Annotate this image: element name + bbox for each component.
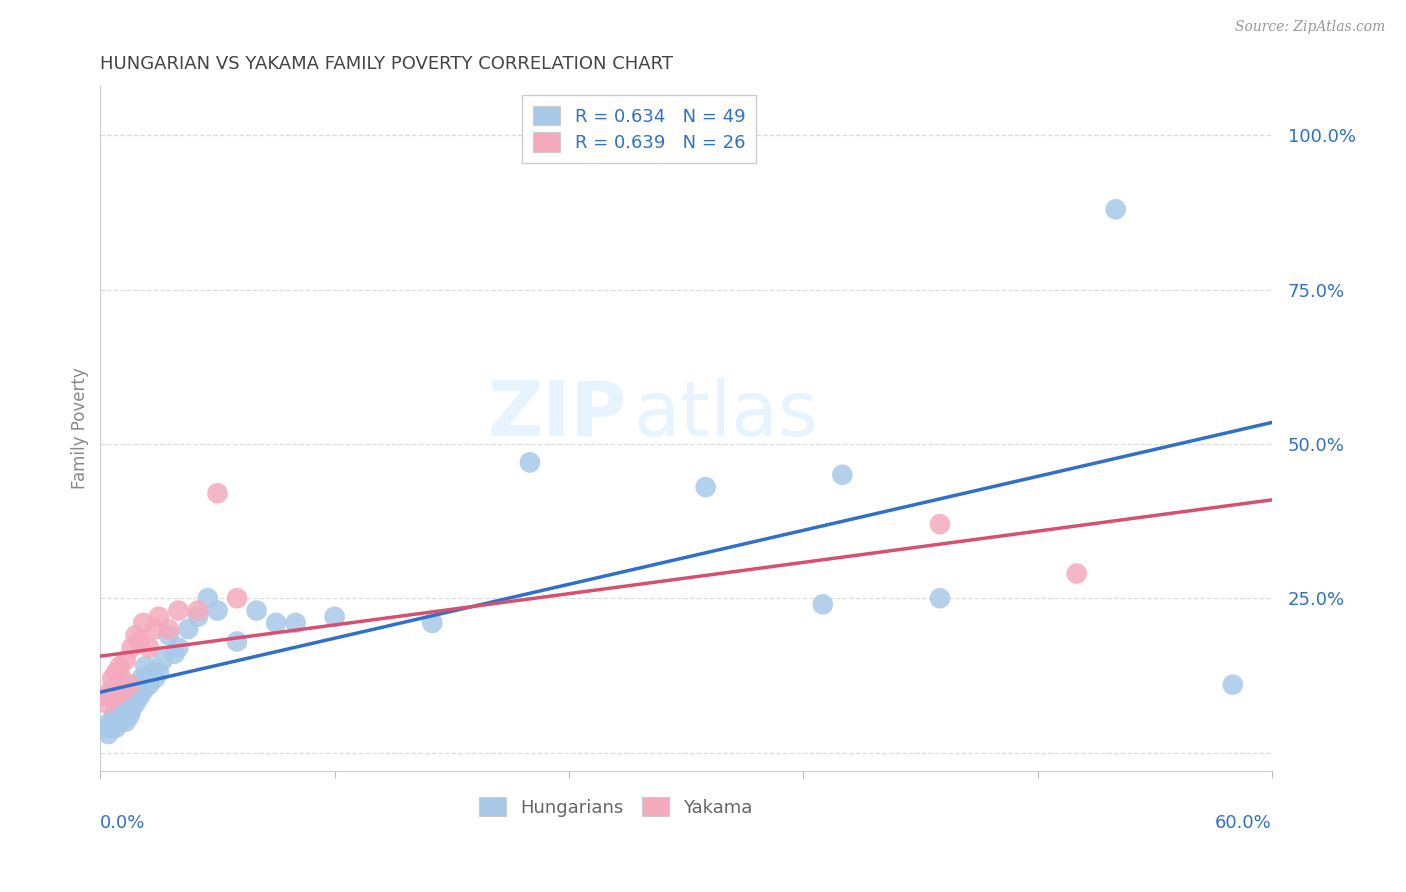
Point xyxy=(128,690,150,704)
Point xyxy=(117,696,139,710)
Point xyxy=(167,603,190,617)
Point xyxy=(111,708,134,723)
Point xyxy=(167,640,190,655)
Point xyxy=(97,727,120,741)
Point xyxy=(226,634,249,648)
Point xyxy=(1222,678,1244,692)
Point xyxy=(177,622,200,636)
Point xyxy=(420,615,443,630)
Point xyxy=(127,678,149,692)
Point xyxy=(104,721,127,735)
Text: HUNGARIAN VS YAKAMA FAMILY POVERTY CORRELATION CHART: HUNGARIAN VS YAKAMA FAMILY POVERTY CORRE… xyxy=(100,55,673,73)
Text: 60.0%: 60.0% xyxy=(1215,814,1272,832)
Point xyxy=(112,702,135,716)
Point xyxy=(121,640,143,655)
Point xyxy=(157,628,180,642)
Point xyxy=(107,678,129,692)
Point xyxy=(148,665,170,680)
Text: atlas: atlas xyxy=(633,377,818,451)
Point xyxy=(1105,202,1128,217)
Point xyxy=(122,683,145,698)
Point xyxy=(929,591,952,606)
Point xyxy=(264,615,287,630)
Point xyxy=(695,480,717,494)
Point xyxy=(138,678,160,692)
Point xyxy=(118,708,141,723)
Point xyxy=(148,609,170,624)
Point xyxy=(197,591,219,606)
Point xyxy=(132,615,155,630)
Text: Source: ZipAtlas.com: Source: ZipAtlas.com xyxy=(1234,20,1385,34)
Point xyxy=(152,653,174,667)
Text: 0.0%: 0.0% xyxy=(100,814,146,832)
Point xyxy=(118,678,141,692)
Point xyxy=(114,714,136,729)
Point xyxy=(124,696,146,710)
Point xyxy=(108,714,131,729)
Point xyxy=(811,598,834,612)
Point xyxy=(131,672,153,686)
Point xyxy=(134,659,156,673)
Point xyxy=(104,714,127,729)
Point xyxy=(103,690,125,704)
Point xyxy=(96,721,118,735)
Point xyxy=(112,683,135,698)
Point xyxy=(142,665,165,680)
Point xyxy=(187,603,209,617)
Point xyxy=(124,628,146,642)
Point xyxy=(226,591,249,606)
Point xyxy=(157,622,180,636)
Point xyxy=(98,714,121,729)
Text: ZIP: ZIP xyxy=(488,377,627,451)
Point xyxy=(101,672,124,686)
Point xyxy=(323,609,346,624)
Point xyxy=(245,603,267,617)
Point xyxy=(96,696,118,710)
Point xyxy=(207,486,229,500)
Point xyxy=(519,455,541,469)
Point xyxy=(1066,566,1088,581)
Point xyxy=(831,467,853,482)
Point xyxy=(207,603,229,617)
Legend: Hungarians, Yakama: Hungarians, Yakama xyxy=(472,789,759,823)
Point xyxy=(103,708,125,723)
Point xyxy=(128,634,150,648)
Point xyxy=(97,690,120,704)
Point xyxy=(121,702,143,716)
Point xyxy=(108,659,131,673)
Point xyxy=(163,647,186,661)
Point xyxy=(284,615,307,630)
Point xyxy=(114,653,136,667)
Point xyxy=(187,609,209,624)
Point xyxy=(107,708,129,723)
Point xyxy=(111,672,134,686)
Point xyxy=(118,690,141,704)
Point xyxy=(138,640,160,655)
Point xyxy=(132,683,155,698)
Point xyxy=(143,672,166,686)
Point xyxy=(108,702,131,716)
Point xyxy=(143,622,166,636)
Point xyxy=(98,683,121,698)
Point xyxy=(101,721,124,735)
Point xyxy=(929,517,952,532)
Point xyxy=(104,665,127,680)
Y-axis label: Family Poverty: Family Poverty xyxy=(72,368,89,490)
